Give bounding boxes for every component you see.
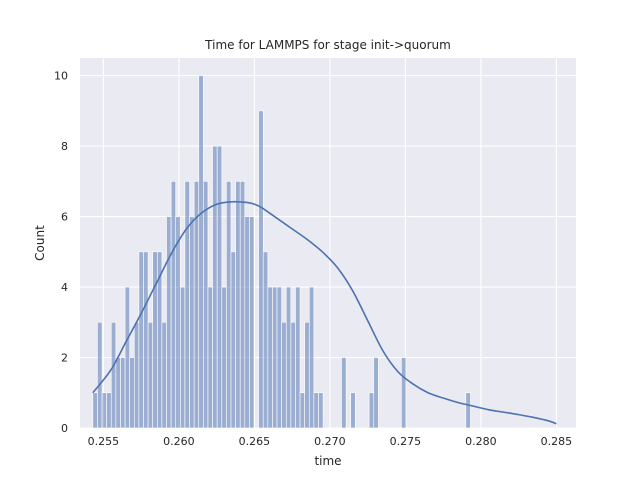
histogram-bar (262, 251, 269, 429)
histogram-bar (216, 145, 223, 429)
y-axis-label: Count (33, 225, 47, 261)
histogram-bar (230, 251, 236, 429)
histogram-bar (308, 286, 315, 429)
histogram-bar (92, 392, 98, 429)
histogram-bar (221, 286, 227, 429)
y-tick-label: 8 (61, 140, 68, 153)
y-tick-label: 0 (61, 422, 68, 435)
x-tick-label: 0.275 (390, 435, 422, 448)
histogram-bar (143, 251, 149, 429)
histogram-bar (267, 286, 273, 429)
histogram-bar (276, 286, 282, 429)
histogram-bar (101, 392, 107, 429)
histogram-bar (258, 110, 264, 429)
histogram-bar (341, 357, 347, 429)
histogram-bar (147, 321, 154, 429)
y-tick-label: 6 (61, 211, 68, 224)
y-tick-label: 4 (61, 281, 68, 294)
histogram-bar (373, 357, 379, 429)
histogram-bar (318, 392, 324, 429)
x-tick-label: 0.265 (239, 435, 271, 448)
histogram-bars (92, 75, 471, 429)
histogram-bar (166, 216, 172, 429)
histogram-bar (138, 251, 144, 429)
histogram-bar (226, 181, 232, 429)
histogram-bar (106, 392, 112, 429)
x-axis-label: time (314, 454, 341, 468)
histogram-bar (110, 321, 117, 429)
histogram-bar (189, 216, 195, 429)
histogram-bar (235, 181, 241, 429)
histogram-bar (212, 145, 218, 429)
histogram-bar (285, 286, 292, 429)
histogram-bar (115, 357, 121, 429)
histogram-bar (97, 321, 103, 429)
histogram-bar (120, 357, 126, 429)
x-tick-label: 0.255 (88, 435, 120, 448)
histogram-bar (133, 321, 140, 429)
histogram-bar (124, 286, 130, 429)
histogram-bar (249, 216, 255, 429)
y-tick-label: 2 (61, 352, 68, 365)
x-tick-labels: 0.255 0.260 0.265 0.270 0.275 0.280 0.285 (88, 435, 572, 448)
histogram-bar (368, 392, 375, 429)
y-tick-label: 10 (54, 70, 68, 83)
kde-line (92, 200, 557, 425)
histogram-bar (198, 75, 204, 429)
histogram-bar (299, 392, 305, 429)
histogram-bar (304, 321, 310, 429)
histogram-bar (281, 321, 287, 429)
histogram-bar (161, 321, 167, 429)
histogram-bar (203, 181, 209, 429)
histogram-bar (244, 216, 250, 429)
histogram-bar (129, 357, 135, 429)
kde-curve-group (92, 200, 557, 425)
histogram-bar (239, 181, 246, 429)
histogram-bar (295, 286, 301, 429)
x-tick-label: 0.285 (541, 435, 573, 448)
histogram-bar (350, 392, 356, 429)
x-tick-label: 0.260 (163, 435, 195, 448)
histogram-bar (175, 216, 181, 429)
histogram-bar (401, 357, 407, 429)
histogram-bar (290, 321, 296, 429)
x-tick-label: 0.280 (465, 435, 497, 448)
histogram-bar (152, 251, 158, 429)
histogram-bar (272, 286, 278, 429)
histogram-bar (207, 286, 213, 429)
histogram-bar (465, 392, 471, 429)
histogram-bar (184, 181, 190, 429)
histogram-bar (170, 181, 177, 429)
y-tick-labels: 0 2 4 6 8 10 (54, 70, 68, 435)
histogram-bar (180, 286, 186, 429)
chart-title: Time for LAMMPS for stage init->quorum (204, 38, 451, 52)
x-tick-label: 0.270 (314, 435, 346, 448)
histogram-bar (313, 392, 319, 429)
